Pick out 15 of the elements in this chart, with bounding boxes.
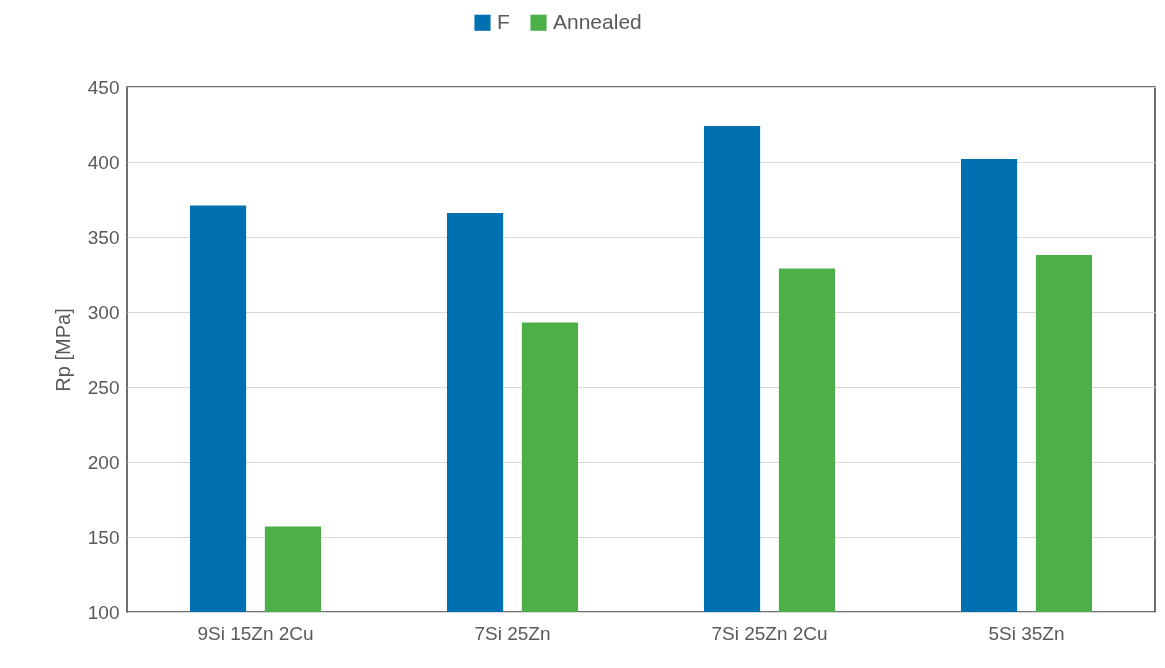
y-tick-label: 250 [87,376,120,398]
x-tick-label: 7Si 25Zn [474,622,551,644]
y-axis-title: Rp [MPa] [51,308,74,392]
y-tick-label: 150 [87,526,120,548]
y-tick-label: 350 [87,226,120,248]
x-tick-label: 7Si 25Zn 2Cu [711,622,828,644]
x-tick-label: 5Si 35Zn [988,622,1065,644]
x-tick-label: 9Si 15Zn 2Cu [197,622,314,644]
y-tick-label: 450 [87,76,120,98]
y-tick-label: 400 [87,151,120,173]
legend-label: Annealed [553,9,642,33]
legend-label: F [497,9,510,33]
y-tick-label: 200 [87,451,120,473]
y-tick-label: 100 [87,601,120,623]
y-tick-label: 300 [87,301,120,323]
